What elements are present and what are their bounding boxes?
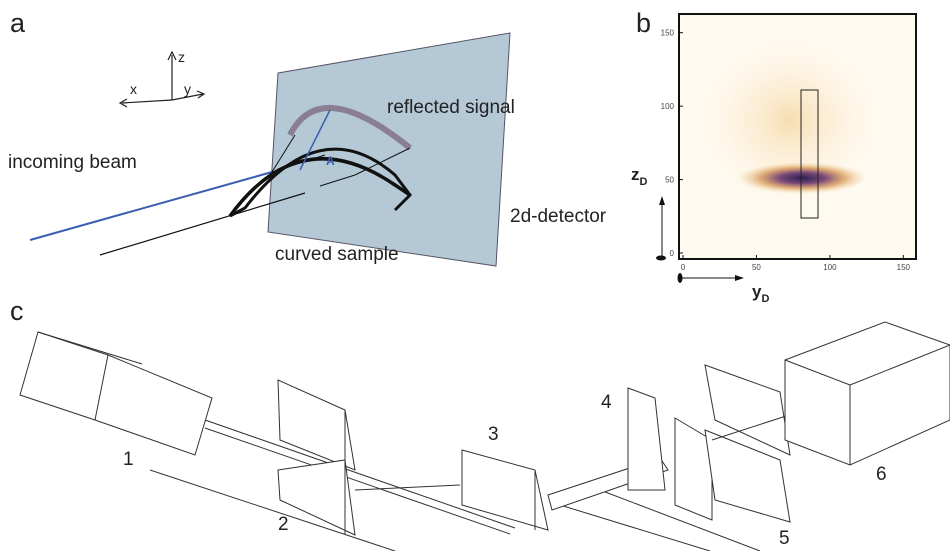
y-label-sub: D [761, 293, 769, 305]
detector-label: 2d-detector [510, 206, 607, 227]
axes-triad [120, 52, 204, 107]
y-label: yD [752, 282, 769, 305]
z-arrow-base [656, 256, 666, 261]
z-label-sub: D [640, 176, 648, 188]
component-label: 5 [779, 528, 790, 549]
detector-image: 0 50 100 150 0 50 100 150 [661, 14, 916, 272]
z-arrow-head [659, 196, 665, 205]
panel-label: a [10, 8, 26, 38]
x-tick-label: 50 [752, 263, 761, 272]
x-tick-label: 0 [681, 263, 686, 272]
component-label: 1 [123, 449, 134, 470]
component-label: 2 [278, 514, 289, 535]
axis-z: z [178, 49, 185, 65]
component-label: 4 [601, 392, 612, 413]
component-label: 3 [488, 424, 499, 445]
y-tick-label: 150 [661, 29, 675, 38]
axis-y: y [184, 81, 191, 97]
z-label: zD [631, 165, 648, 188]
x-tick-label: 150 [897, 263, 911, 272]
z-label-main: z [631, 165, 640, 184]
detector-plane [268, 33, 510, 266]
figure: a z x y A incoming beam reflected signal… [0, 0, 950, 551]
point-a: A [326, 154, 335, 168]
incoming-label: incoming beam [8, 152, 137, 173]
sample-label: curved sample [275, 244, 399, 265]
panel-label: b [636, 8, 651, 38]
y-arrow-head [735, 275, 744, 281]
y-arrow-base [678, 273, 683, 283]
y-tick-label: 100 [661, 102, 675, 111]
axis-x: x [130, 81, 137, 97]
y-tick-label: 0 [670, 249, 675, 258]
intensity-cloud [737, 162, 867, 194]
y-tick-label: 50 [665, 176, 674, 185]
x-tick-label: 100 [823, 263, 837, 272]
reflected-label: reflected signal [387, 97, 515, 118]
beamline [20, 322, 950, 551]
panel-label: c [10, 296, 24, 326]
component-label: 6 [876, 464, 887, 485]
